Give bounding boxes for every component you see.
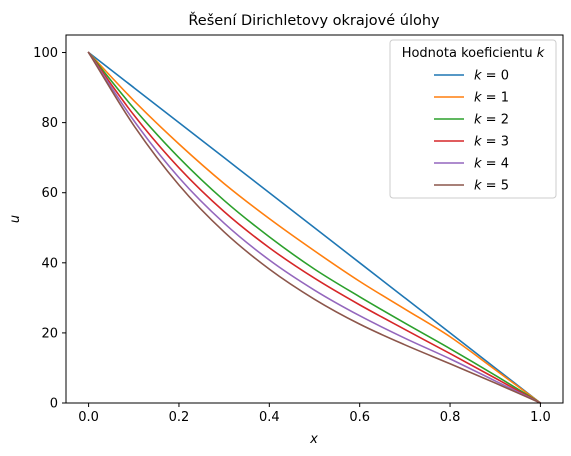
legend-title-text: Hodnota koeficientu [402, 46, 537, 61]
legend: Hodnota koeficientu k k = 0k = 1k = 2k =… [389, 39, 557, 199]
legend-title: Hodnota koeficientu k [402, 46, 545, 61]
y-axis-label: u [8, 215, 23, 223]
x-tick-label: 0.6 [349, 410, 370, 425]
legend-item: k = 3 [434, 135, 509, 150]
legend-item: k = 0 [434, 69, 509, 84]
plot-area [87, 51, 542, 404]
y-tick-label: 100 [33, 46, 58, 61]
y-tick-label: 60 [41, 186, 58, 201]
legend-label: k = 4 [474, 157, 509, 172]
x-axis-label: x [309, 432, 318, 447]
legend-label: k = 3 [474, 135, 509, 150]
legend-item: k = 2 [434, 113, 509, 128]
x-tick-label: 0.2 [169, 410, 190, 425]
x-tick-label: 0.8 [440, 410, 461, 425]
series-line-k2 [87, 51, 542, 404]
y-tick-label: 0 [50, 397, 58, 412]
series-line-k4 [87, 51, 542, 404]
x-tick-label: 0.0 [78, 410, 99, 425]
legend-item: k = 5 [434, 179, 509, 194]
legend-item: k = 4 [434, 157, 509, 172]
x-tick-label: 0.4 [259, 410, 280, 425]
y-tick-label: 80 [41, 116, 58, 131]
legend-label: k = 0 [474, 69, 509, 84]
chart-title: Řešení Dirichletovy okrajové úlohy [188, 12, 440, 29]
legend-items: k = 0 k = 1 k = 2 k = 3 k = 4 k = 5 [434, 69, 509, 194]
legend-label: k = 2 [474, 113, 509, 128]
x-axis: 0.0 0.2 0.4 0.6 0.8 1.0 [78, 403, 551, 425]
y-tick-label: 40 [41, 256, 58, 271]
y-tick-label: 20 [41, 326, 58, 341]
legend-label: k = 5 [474, 179, 509, 194]
series-line-k5 [87, 51, 542, 404]
legend-box [389, 39, 557, 199]
legend-title-variable: k [537, 46, 545, 61]
legend-item: k = 1 [434, 91, 509, 106]
y-axis: 0 20 40 60 80 100 [33, 46, 66, 412]
x-tick-label: 1.0 [530, 410, 551, 425]
series-line-k1 [87, 51, 542, 404]
series-line-k3 [87, 51, 542, 404]
legend-label: k = 1 [474, 91, 509, 106]
series-line-k0 [87, 51, 542, 404]
plot-frame [65, 34, 564, 404]
